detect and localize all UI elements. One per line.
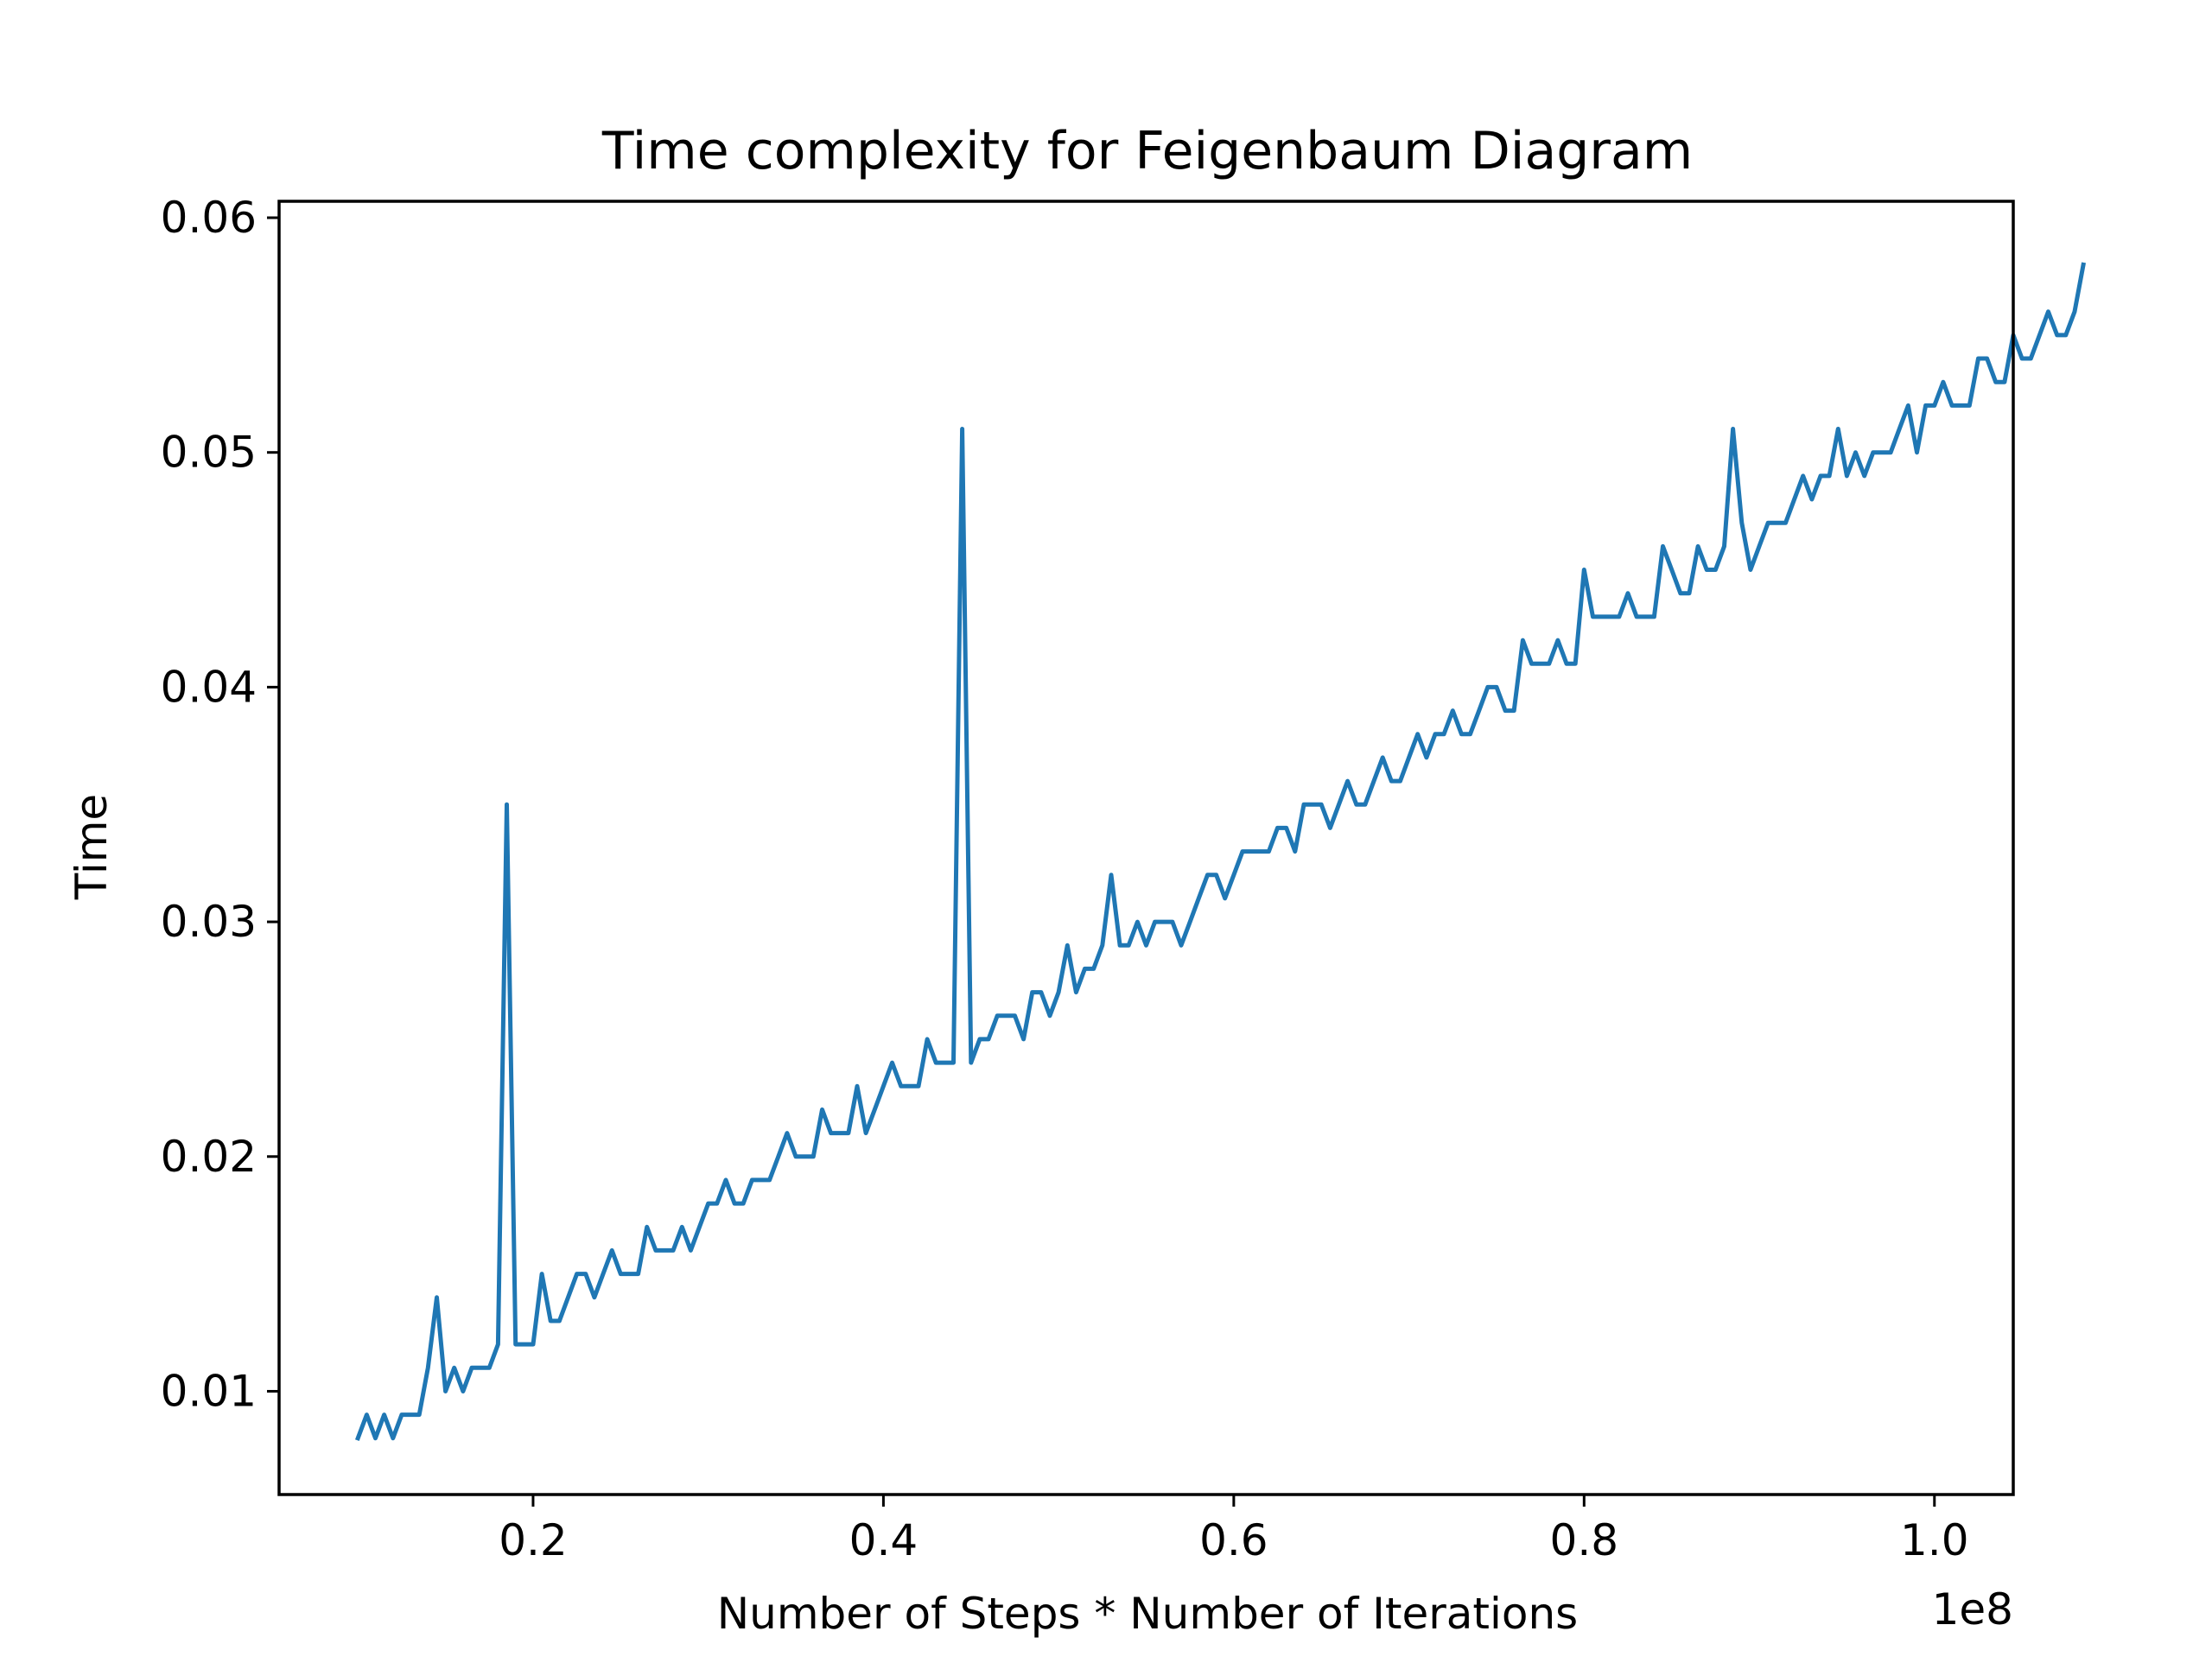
plot-frame: [277, 200, 2015, 1496]
y-tick-label: 0.04: [161, 662, 257, 712]
y-axis-label: Time: [67, 794, 117, 900]
y-tick-label: 0.02: [161, 1132, 257, 1182]
chart-title: Time complexity for Feigenbaum Diagram: [601, 121, 1693, 181]
y-tick-label: 0.06: [161, 193, 257, 243]
x-tick-label: 0.2: [499, 1515, 568, 1565]
y-tick-label: 0.01: [161, 1366, 257, 1416]
y-tick-label: 0.03: [161, 897, 257, 947]
series-line: [354, 262, 2087, 1442]
series-layer: [354, 262, 2087, 1442]
x-tick-label: 0.8: [1550, 1515, 1619, 1565]
x-tick-label: 1.0: [1900, 1515, 1969, 1565]
x-tick-label: 0.4: [849, 1515, 918, 1565]
x-axis-offset-label: 1e8: [1932, 1584, 2013, 1634]
x-tick-label: 0.6: [1199, 1515, 1268, 1565]
x-axis-label: Number of Steps * Number of Iterations: [717, 1589, 1578, 1639]
axis-ticks: 0.2 0.4 0.6 0.8 1.0 0.01 0.02 0.03 0.04 0.05 0.06: [161, 193, 1969, 1565]
y-tick-label: 0.05: [161, 428, 257, 478]
